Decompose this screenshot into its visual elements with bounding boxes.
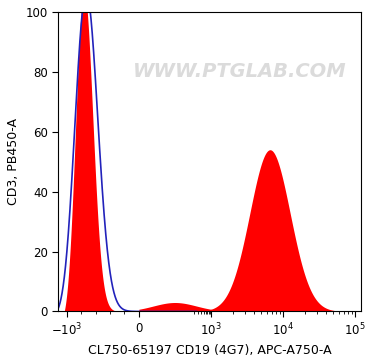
X-axis label: CL750-65197 CD19 (4G7), APC-A750-A: CL750-65197 CD19 (4G7), APC-A750-A (88, 344, 331, 357)
Y-axis label: CD3, PB450-A: CD3, PB450-A (7, 118, 20, 205)
Text: WWW.PTGLAB.COM: WWW.PTGLAB.COM (133, 62, 347, 81)
